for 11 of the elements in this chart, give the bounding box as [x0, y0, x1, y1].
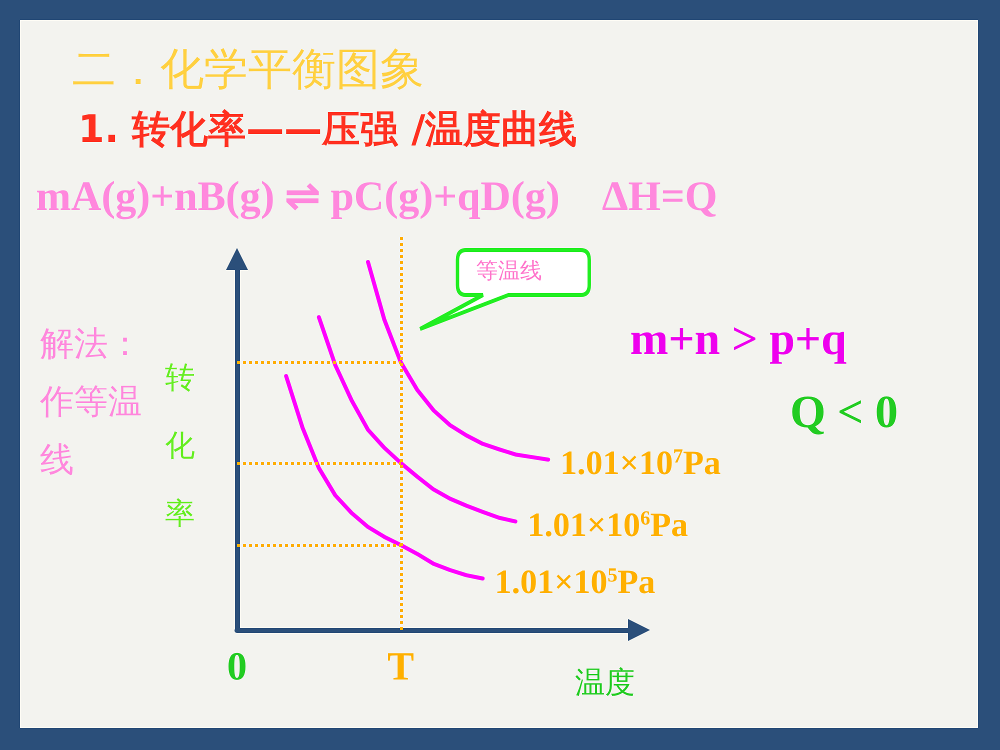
text: Q < 0 — [790, 385, 898, 438]
y-axis-title: 转化率 — [165, 360, 195, 532]
annotation: 等温线 — [476, 258, 542, 286]
chart-subtitle: 1. 转化率——压强 /温度曲线 — [78, 106, 578, 153]
annotation: m+n > p+q — [630, 312, 847, 365]
x-axis-title: 温度 — [575, 666, 635, 700]
chart-title: 二．化学平衡图象 — [72, 43, 424, 97]
x-tick-label: 0 — [227, 644, 247, 688]
x-tick-label: T — [387, 644, 414, 688]
text: 解法：作等温线 — [40, 323, 143, 482]
text: mA(g)+nB(g) ⇌ pC(g)+qD(g) ΔH=Q — [36, 173, 718, 222]
